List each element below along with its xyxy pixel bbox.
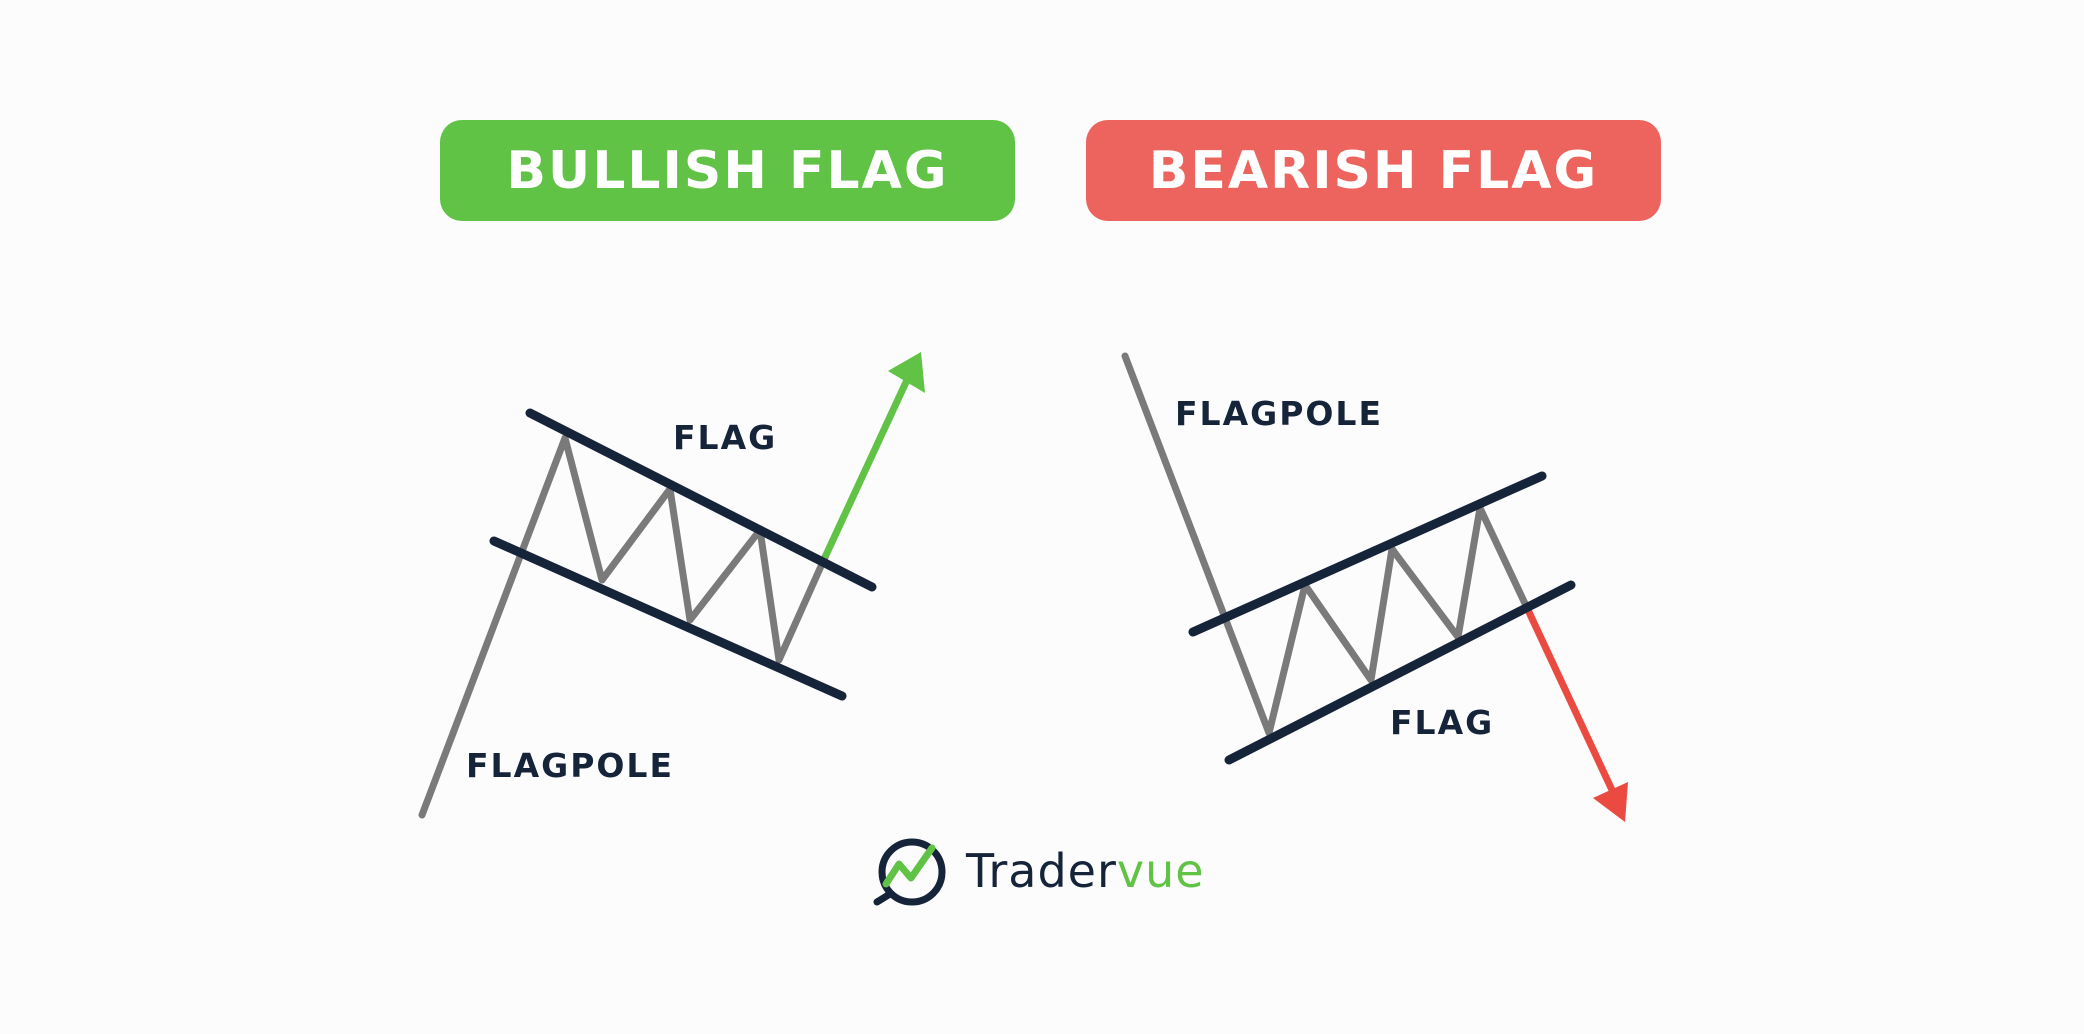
bearish-flag-title: BEARISH FLAG [1148,140,1599,201]
bearish-breakdown-arrowhead-icon [1593,782,1628,822]
brand-name-dark: Trader [965,844,1117,898]
magnifier-chart-logo-icon [873,838,946,906]
bearish-flag-lower-trendline [1224,580,1576,765]
bearish-flag-label: FLAG [1390,703,1494,742]
bullish-flag-label: FLAG [673,418,777,457]
bearish-flagpole-label: FLAGPOLE [1175,394,1383,433]
bullish-flag-diagram: FLAG FLAGPOLE [418,352,925,819]
bullish-breakout-arrowhead-icon [888,352,925,393]
bearish-flag-upper-trendline [1188,471,1547,637]
bullish-flag-title: BULLISH FLAG [506,140,949,201]
bearish-flag-title-badge: BEARISH FLAG [1086,120,1661,221]
bullish-flagpole-label: FLAGPOLE [466,746,674,785]
bearish-price-path [1121,352,1532,737]
bullish-flag-lower-trendline [489,536,847,701]
bullish-price-path [418,434,830,819]
bullish-flag-title-badge: BULLISH FLAG [440,120,1015,221]
brand-name-green: vue [1117,844,1205,898]
brand-name: Tradervue [965,844,1205,898]
bullish-flag-upper-trendline [525,408,877,592]
bearish-flag-diagram: FLAGPOLE FLAG [1121,352,1628,822]
bullish-breakout-line [822,376,911,559]
bearish-breakdown-line [1524,606,1616,794]
tradervue-logo: Tradervue [873,838,1205,906]
